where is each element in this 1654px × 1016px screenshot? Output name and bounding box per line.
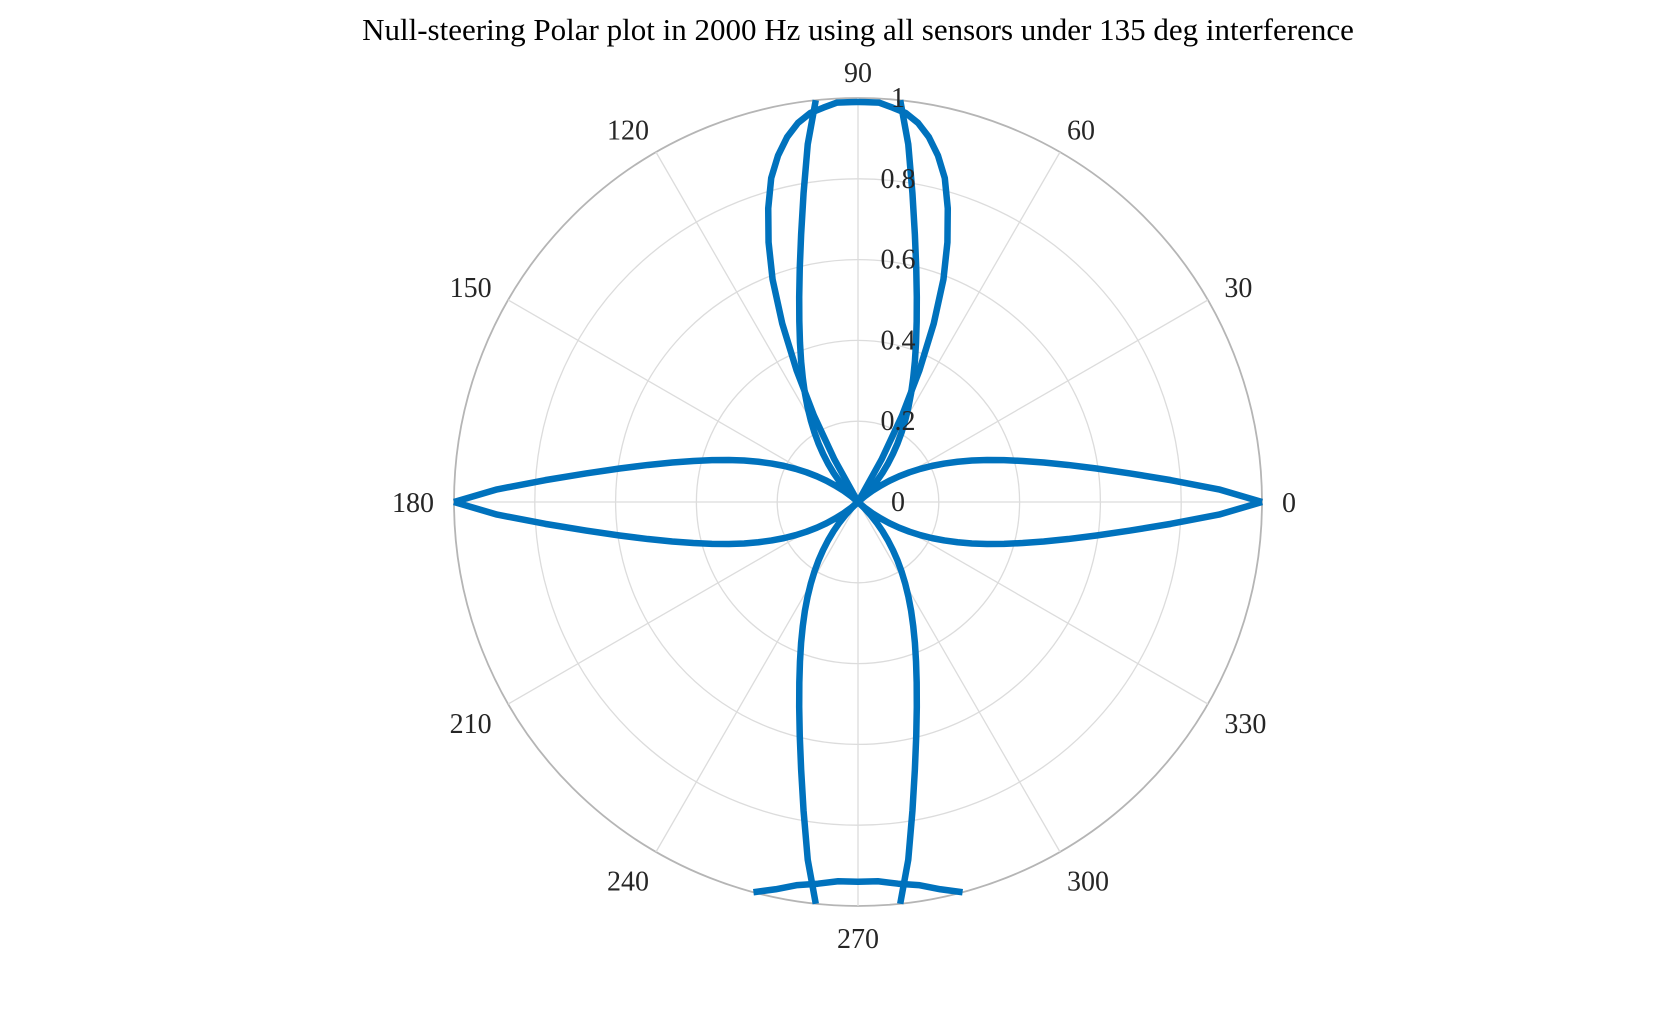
- angular-tick-label: 180: [392, 488, 434, 519]
- angular-tick-label: 240: [607, 866, 649, 897]
- radial-tick-label: 0.6: [881, 245, 916, 276]
- series-line-segment: [764, 98, 952, 504]
- angular-tick-labels: 0 30 60 90 120 150 180 210 240 270 300 330: [392, 58, 1296, 955]
- angular-tick-label: 210: [450, 709, 492, 740]
- radial-tick-label: 0: [891, 487, 905, 518]
- angular-tick-label: 90: [844, 58, 872, 89]
- angular-grid-spoke: [655, 501, 859, 853]
- angular-tick-label: 270: [837, 924, 879, 955]
- series-line-segment: [753, 877, 963, 896]
- angular-tick-label: 0: [1282, 488, 1296, 519]
- angular-tick-label: 60: [1067, 116, 1095, 147]
- radial-tick-label: 0.4: [881, 325, 916, 356]
- radial-tick-labels: 0 0.2 0.4 0.6 0.8 1: [881, 83, 916, 518]
- angular-tick-label: 300: [1067, 866, 1109, 897]
- radial-tick-label: 0.8: [881, 164, 916, 195]
- series-layer: [453, 98, 1263, 905]
- radial-tick-label: 0.2: [881, 406, 916, 437]
- angular-tick-label: 150: [450, 273, 492, 304]
- angular-tick-label: 30: [1224, 273, 1252, 304]
- angular-tick-label: 330: [1224, 709, 1266, 740]
- radial-tick-label: 1: [891, 83, 905, 114]
- series-line-segment: [854, 498, 1263, 905]
- angular-tick-label: 120: [607, 116, 649, 147]
- angular-grid-spoke: [857, 501, 1061, 853]
- chart-title: Null-steering Polar plot in 2000 Hz usin…: [362, 12, 1354, 47]
